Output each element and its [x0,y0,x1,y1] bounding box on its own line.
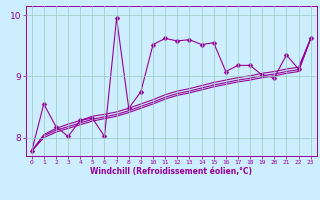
X-axis label: Windchill (Refroidissement éolien,°C): Windchill (Refroidissement éolien,°C) [90,167,252,176]
